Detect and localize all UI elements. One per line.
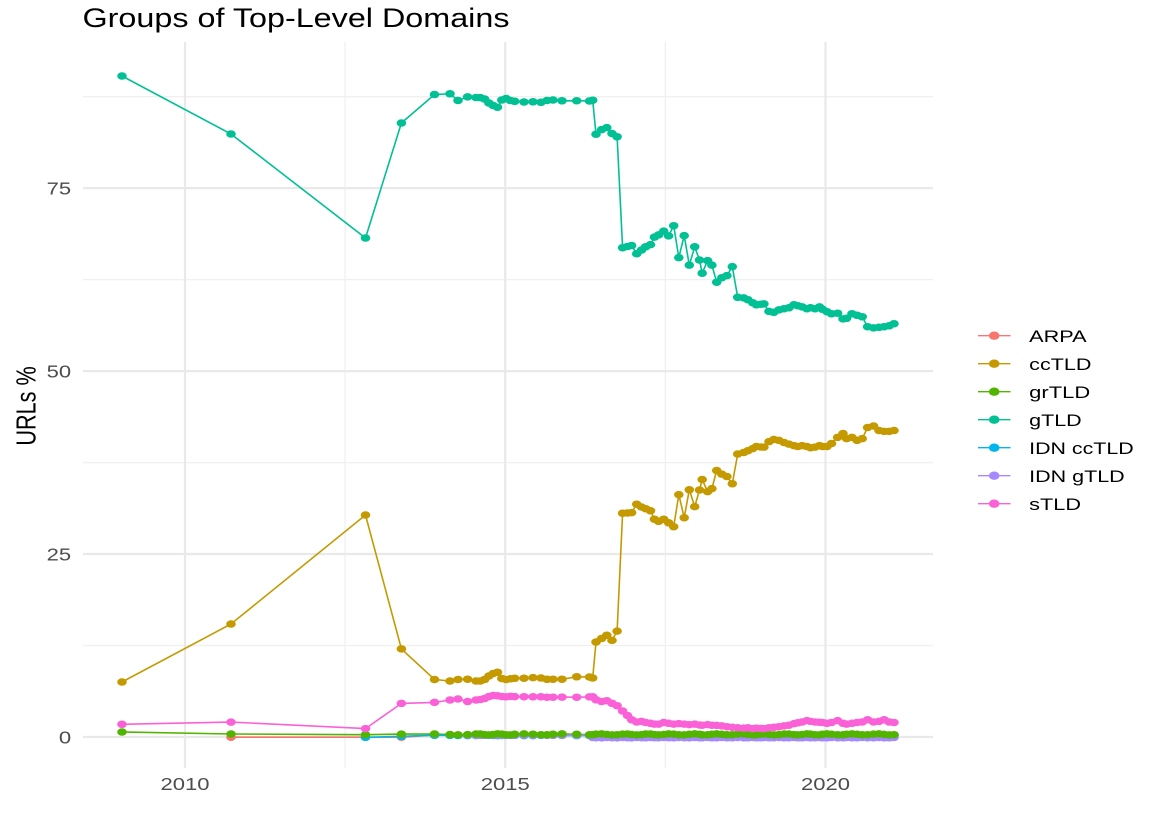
- svg-text:75: 75: [47, 178, 72, 198]
- svg-text:25: 25: [47, 544, 72, 564]
- svg-text:IDN gTLD: IDN gTLD: [1029, 467, 1125, 486]
- svg-text:50: 50: [47, 361, 72, 381]
- svg-text:2020: 2020: [801, 774, 850, 794]
- svg-text:ARPA: ARPA: [1029, 327, 1087, 346]
- svg-text:grTLD: grTLD: [1029, 383, 1090, 402]
- svg-text:URLs %: URLs %: [12, 366, 42, 445]
- svg-text:gTLD: gTLD: [1029, 411, 1082, 430]
- svg-text:0: 0: [59, 727, 72, 747]
- svg-text:2010: 2010: [161, 774, 210, 794]
- svg-text:sTLD: sTLD: [1029, 495, 1081, 514]
- svg-text:ccTLD: ccTLD: [1029, 355, 1091, 374]
- svg-text:IDN ccTLD: IDN ccTLD: [1029, 439, 1134, 458]
- svg-text:Groups of Top-Level Domains: Groups of Top-Level Domains: [83, 3, 510, 33]
- svg-text:2015: 2015: [481, 774, 530, 794]
